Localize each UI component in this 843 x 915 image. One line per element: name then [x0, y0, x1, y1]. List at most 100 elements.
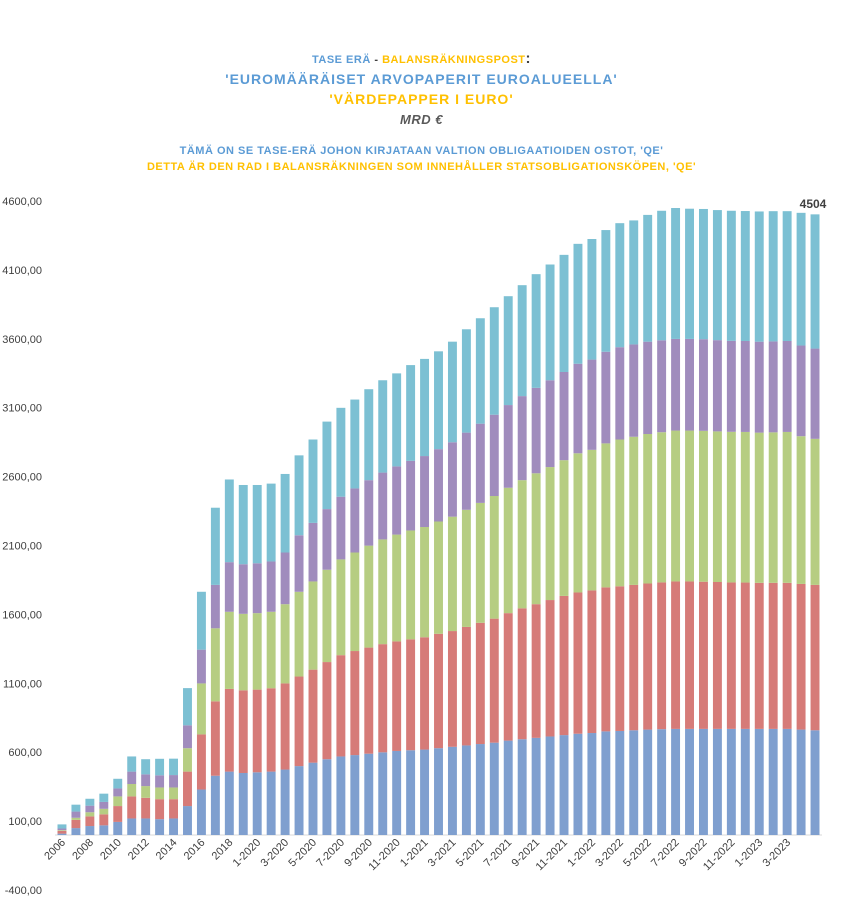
bar-segment-5	[559, 254, 569, 372]
x-tick-label: 5-2022	[621, 837, 654, 870]
bar-segment-1	[671, 728, 681, 835]
bar-segment-4	[336, 496, 346, 560]
x-tick-label: 7-2022	[649, 837, 682, 870]
bar-segment-5	[238, 484, 248, 565]
bar-segment-5	[169, 758, 178, 776]
bar-segment-1	[517, 739, 527, 835]
bar-segment-1	[657, 729, 667, 835]
bar-segment-4	[378, 472, 388, 540]
y-tick-label: -400,00	[5, 885, 42, 897]
bar-segment-1	[406, 750, 416, 835]
bar-segment-3	[601, 443, 611, 588]
x-tick-label: 3-2021	[426, 837, 459, 870]
bar-segment-3	[503, 487, 513, 614]
bar-segment-1	[420, 749, 430, 835]
bar-segment-2	[643, 583, 653, 730]
bar-segment-2	[294, 676, 304, 767]
bar-segment-5	[587, 239, 597, 360]
bar-segment-1	[155, 819, 165, 835]
bar-segment-1	[210, 775, 220, 835]
bar-segment-1	[57, 833, 67, 835]
bar-segment-3	[810, 438, 820, 585]
bar-segment-4	[447, 442, 457, 517]
bar-segment-2	[615, 586, 625, 731]
bar-segment-2	[740, 582, 750, 729]
bar-segment-1	[796, 729, 806, 835]
bar-series-group	[57, 208, 820, 836]
bar-segment-4	[559, 371, 569, 461]
bar-segment-4	[238, 564, 248, 614]
bar-segment-3	[350, 552, 360, 652]
bar-segment-3	[406, 530, 416, 640]
bar-segment-5	[183, 688, 192, 726]
bar-segment-5	[615, 223, 625, 348]
x-tick-label: 2016	[182, 837, 208, 863]
bar-segment-2	[322, 662, 332, 760]
bar-segment-3	[196, 683, 206, 735]
x-tick-label: 1-2022	[565, 837, 598, 870]
bar-segment-2	[685, 581, 694, 729]
bar-segment-2	[113, 806, 123, 822]
chart-titles: TASE ERÄ - BALANSRÄKNINGSPOST: 'EUROMÄÄR…	[0, 50, 843, 175]
x-tick-label: 1-2021	[398, 837, 431, 870]
bar-segment-1	[378, 752, 388, 835]
bar-segment-1	[169, 818, 178, 835]
bar-segment-5	[99, 793, 109, 802]
bar-segment-5	[643, 214, 653, 342]
bar-segment-1	[740, 728, 750, 835]
bar-segment-4	[155, 775, 165, 788]
y-tick-label: 3100,00	[2, 403, 42, 415]
bar-segment-5	[768, 211, 778, 342]
x-tick-label: 2012	[126, 837, 152, 863]
x-tick-label: 5-2020	[286, 837, 319, 870]
bar-segment-2	[434, 633, 443, 749]
bar-segment-4	[280, 552, 290, 605]
bar-segment-4	[601, 351, 611, 444]
bar-segment-2	[71, 819, 81, 829]
bar-segment-2	[266, 688, 276, 772]
bar-segment-3	[531, 473, 541, 605]
x-tick-label: 3-2023	[761, 837, 794, 870]
bar-segment-4	[406, 460, 416, 531]
bar-segment-3	[740, 431, 750, 583]
bar-segment-5	[461, 329, 471, 433]
bar-segment-1	[308, 762, 318, 835]
bar-segment-4	[754, 341, 764, 433]
bar-segment-2	[810, 584, 820, 731]
bar-segment-4	[224, 562, 234, 612]
bar-segment-1	[587, 733, 597, 835]
annotations: 4504	[800, 197, 827, 211]
bar-segment-1	[489, 742, 499, 835]
bar-segment-4	[768, 341, 778, 433]
bar-segment-3	[127, 784, 137, 797]
bar-segment-4	[308, 522, 318, 582]
bar-segment-1	[85, 826, 95, 835]
bar-segment-4	[796, 345, 806, 437]
x-tick-label: 7-2020	[314, 837, 347, 870]
x-tick-label: 5-2021	[454, 837, 487, 870]
bar-segment-5	[531, 274, 541, 388]
bar-segment-3	[113, 796, 123, 807]
bar-segment-5	[810, 214, 820, 349]
bar-segment-3	[155, 787, 165, 800]
bar-segment-4	[810, 348, 820, 439]
bar-segment-1	[699, 728, 708, 835]
bar-segment-2	[280, 683, 290, 770]
bar-segment-2	[238, 690, 248, 773]
bar-segment-2	[559, 595, 569, 736]
bar-segment-3	[224, 611, 234, 689]
x-tick-label: 2014	[154, 837, 180, 863]
bar-segment-1	[447, 746, 457, 835]
bar-segment-4	[127, 771, 137, 785]
bar-segment-5	[503, 296, 513, 406]
bar-segment-1	[266, 771, 276, 835]
bar-segment-4	[489, 414, 499, 497]
x-tick-label: 2006	[42, 837, 68, 863]
bar-segment-1	[336, 756, 346, 835]
bar-segment-3	[461, 509, 471, 627]
bar-segment-5	[406, 365, 416, 461]
bar-segment-4	[196, 649, 206, 684]
bar-segment-4	[420, 456, 430, 528]
bar-segment-2	[503, 613, 513, 741]
bar-segment-5	[280, 473, 290, 553]
